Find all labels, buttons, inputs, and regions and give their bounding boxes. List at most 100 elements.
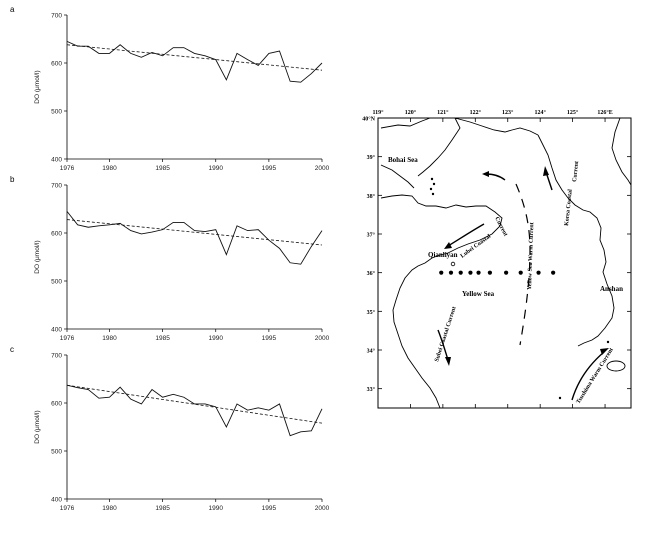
- x-tick-label: 2000: [315, 165, 330, 172]
- station-dot: [518, 270, 523, 275]
- map-graticule-ticks: 119° 120° 121° 122° 123° 124° 125° 126°E 40°N 39°…: [362, 109, 631, 408]
- lon-tick-label: 126°E: [597, 109, 612, 116]
- lat-tick-label: 40°N: [362, 116, 375, 123]
- subei-current-arrowhead: [445, 357, 451, 366]
- y-tick-label: 600: [51, 60, 62, 67]
- qianliyan-marker: [450, 261, 456, 267]
- lon-tick-label: 119°: [372, 109, 384, 116]
- map-frame: [377, 117, 632, 409]
- station-dot: [551, 270, 556, 275]
- station-dot: [439, 270, 444, 275]
- y-tick-label: 700: [51, 352, 62, 359]
- lon-tick-label: 121°: [437, 109, 449, 116]
- station-dot: [476, 270, 481, 275]
- x-tick-label: 1980: [102, 165, 117, 172]
- station-dot: [458, 270, 463, 275]
- panel-label: a: [10, 5, 15, 14]
- lubei-current-arrow: [447, 223, 485, 247]
- label-korea-coastal: Korea Coastal: [564, 189, 574, 226]
- lon-tick-label: 122°: [470, 109, 482, 116]
- coastlines: [380, 117, 632, 409]
- panel-label: b: [10, 175, 15, 184]
- lat-tick-label: 35°: [367, 309, 376, 316]
- chart-panel-c: c 400 500 600 700 1976 1980 1985 1990 1995 2000 DO …: [10, 345, 330, 512]
- x-tick-label: 1980: [102, 335, 117, 342]
- station-dot: [536, 270, 541, 275]
- y-tick-label: 700: [51, 12, 62, 19]
- x-tick-label: 1980: [102, 505, 117, 512]
- bohai-coast: [380, 164, 415, 189]
- label-yellow-sea-warm-current: Yellow Sea Warm Current: [527, 222, 535, 290]
- label-tsushima-warm-current: Tsushima Warm Current: [576, 347, 615, 405]
- tsushima-current-arrow: [571, 351, 605, 401]
- y-tick-label: 400: [51, 326, 62, 333]
- miaodao-islands: [429, 177, 436, 196]
- y-axis-label: DO (μmol/l): [34, 410, 41, 443]
- trend-line: [66, 44, 323, 71]
- label-lubei-current: Current: [493, 216, 508, 237]
- label-anshan: Anshan: [600, 285, 623, 293]
- yellow-sea-warm-current-path: [515, 183, 531, 346]
- station-dot: [487, 270, 493, 275]
- x-tick-label: 1985: [155, 335, 170, 342]
- x-tick-label: 1995: [262, 165, 277, 172]
- lat-tick-label: 39°: [367, 154, 376, 161]
- x-tick-label: 1995: [262, 335, 277, 342]
- x-tick-label: 1995: [262, 505, 277, 512]
- x-tick-label: 1976: [60, 335, 75, 342]
- x-tick-label: 2000: [315, 335, 330, 342]
- station-dot: [468, 270, 473, 275]
- do-series-line: [66, 211, 323, 265]
- y-tick-label: 500: [51, 108, 62, 115]
- panel-label: c: [10, 345, 14, 354]
- tsushima-current-arrowhead: [600, 348, 609, 355]
- lat-tick-label: 33°: [367, 386, 376, 393]
- do-series-line: [66, 40, 323, 83]
- jeju-island: [606, 360, 626, 372]
- small-island: [606, 340, 610, 344]
- korea-east-edge: [611, 117, 632, 186]
- lat-tick-label: 37°: [367, 232, 376, 239]
- y-tick-label: 400: [51, 156, 62, 163]
- label-yellow-sea: Yellow Sea: [462, 290, 495, 298]
- chart-panel-b: b 400 500 600 700 1976 1980 1985 1990 1995 2000 DO …: [10, 175, 330, 342]
- korea-current-arrowhead: [543, 166, 549, 176]
- x-tick-label: 1990: [209, 505, 224, 512]
- trend-line: [66, 384, 323, 424]
- y-axis-label: DO (μmol/l): [34, 240, 41, 273]
- x-tick-label: 1985: [155, 165, 170, 172]
- lon-tick-label: 125°: [567, 109, 579, 116]
- y-axis-label: DO (μmol/l): [34, 70, 41, 103]
- currents: [437, 166, 609, 401]
- x-tick-label: 1976: [60, 165, 75, 172]
- warm-current-arrowhead: [482, 171, 489, 177]
- lon-tick-label: 124°: [534, 109, 546, 116]
- lon-tick-label: 120°: [405, 109, 417, 116]
- station-dot: [504, 270, 509, 275]
- x-tick-label: 2000: [315, 505, 330, 512]
- lat-tick-label: 38°: [367, 193, 376, 200]
- chart-panel-a: a 400 500 600 700 1976 1980 1985 1990 1995 2000 DO …: [10, 5, 330, 172]
- label-bohai-sea: Bohai Sea: [388, 156, 418, 164]
- shandong-coast: [380, 194, 503, 409]
- lubei-current-arrowhead: [444, 242, 452, 249]
- small-island: [558, 396, 562, 400]
- y-tick-label: 500: [51, 278, 62, 285]
- lat-tick-label: 34°: [367, 348, 376, 355]
- y-tick-label: 500: [51, 448, 62, 455]
- label-qianliyan: Qianliyan: [428, 251, 458, 259]
- station-dot: [448, 270, 454, 275]
- y-tick-label: 600: [51, 230, 62, 237]
- label-lubei-coastal: Lubei Coastal: [460, 234, 493, 260]
- x-tick-label: 1990: [209, 165, 224, 172]
- liaodong-coast: [380, 117, 539, 177]
- x-tick-label: 1990: [209, 335, 224, 342]
- y-tick-label: 700: [51, 182, 62, 189]
- do-series-line: [66, 384, 323, 437]
- x-tick-label: 1985: [155, 505, 170, 512]
- trend-line: [66, 219, 323, 246]
- yellow-sea-map: 119° 120° 121° 122° 123° 124° 125° 126°E 40°N 39°…: [362, 109, 632, 409]
- lat-tick-label: 36°: [367, 270, 376, 277]
- lon-tick-label: 123°: [502, 109, 514, 116]
